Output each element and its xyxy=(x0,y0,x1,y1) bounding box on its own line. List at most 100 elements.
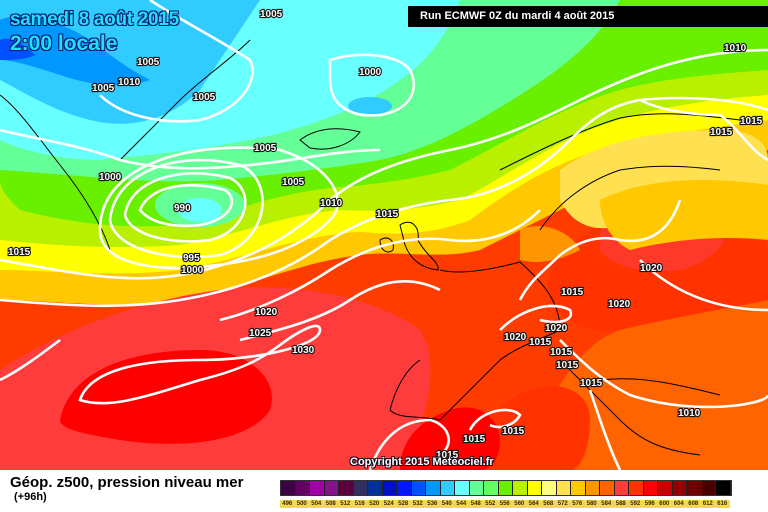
isobar-label: 1010 xyxy=(118,77,141,88)
legend-tick-label: 504 xyxy=(309,500,324,508)
legend-tick-label: 552 xyxy=(483,500,498,508)
legend-swatch xyxy=(542,481,557,495)
legend-swatch xyxy=(397,481,412,495)
legend-tick-label: 596 xyxy=(642,500,657,508)
legend-swatch xyxy=(382,481,397,495)
legend-swatch xyxy=(324,481,339,495)
isobar-label: 990 xyxy=(174,203,191,214)
copyright-label: Copyright 2015 Meteociel.fr xyxy=(350,456,494,468)
isobar-label: 1010 xyxy=(320,198,343,209)
isobar-label: 1000 xyxy=(359,67,382,78)
legend-tick-label: 604 xyxy=(671,500,686,508)
legend-swatch xyxy=(716,481,731,495)
legend-tick-label: 608 xyxy=(686,500,701,508)
coastlines xyxy=(0,39,741,456)
legend-tick-label: 520 xyxy=(367,500,382,508)
legend-swatch xyxy=(556,481,571,495)
legend-tick-label: 580 xyxy=(584,500,599,508)
field-label: Géop. z500, pression niveau mer xyxy=(10,474,244,491)
legend-swatch xyxy=(571,481,586,495)
legend-tick-label: 540 xyxy=(439,500,454,508)
legend-tick-label: 588 xyxy=(613,500,628,508)
isobar-label: 1000 xyxy=(181,265,204,276)
legend-swatch xyxy=(339,481,354,495)
legend-tick-label: 612 xyxy=(700,500,715,508)
isobar-label: 1005 xyxy=(193,92,216,103)
isobar-label: 1010 xyxy=(724,43,747,54)
legend-swatch xyxy=(658,481,673,495)
legend-swatch xyxy=(440,481,455,495)
legend-tick-label: 496 xyxy=(280,500,295,508)
legend-tick-label: 532 xyxy=(410,500,425,508)
legend-tick-label: 512 xyxy=(338,500,353,508)
legend-tick-label: 572 xyxy=(555,500,570,508)
legend-swatch xyxy=(310,481,325,495)
legend-tick-label: 516 xyxy=(352,500,367,508)
legend-swatch xyxy=(701,481,716,495)
legend-tick-label: 548 xyxy=(468,500,483,508)
legend-swatch xyxy=(295,481,310,495)
legend-swatch xyxy=(281,481,296,495)
isobar-label: 1015 xyxy=(463,434,486,445)
isobar-label: 1020 xyxy=(608,299,631,310)
isobar-label: 1015 xyxy=(740,116,763,127)
isobar-label: 1015 xyxy=(376,209,399,220)
legend-swatch xyxy=(687,481,702,495)
isobar-label: 1015 xyxy=(8,247,31,258)
legend-tick-label: 528 xyxy=(396,500,411,508)
legend-tick-label: 592 xyxy=(628,500,643,508)
legend-tick-label: 568 xyxy=(541,500,556,508)
legend-tick-label: 616 xyxy=(715,500,730,508)
legend-swatch xyxy=(368,481,383,495)
valid-time-label: 2:00 locale xyxy=(10,32,118,55)
legend-swatch xyxy=(498,481,513,495)
legend-swatch xyxy=(629,481,644,495)
legend-tick-label: 524 xyxy=(381,500,396,508)
legend-swatch xyxy=(484,481,499,495)
legend-tick-label: 508 xyxy=(323,500,338,508)
legend-swatch xyxy=(411,481,426,495)
isobar-label: 1015 xyxy=(529,337,552,348)
isobar-label: 1025 xyxy=(249,328,272,339)
legend-tick-label: 544 xyxy=(454,500,469,508)
lead-time-label: (+96h) xyxy=(14,491,47,503)
isobar-label: 1020 xyxy=(545,323,568,334)
legend-tick-label: 500 xyxy=(294,500,309,508)
isobar-label: 1015 xyxy=(550,347,573,358)
legend-swatch xyxy=(426,481,441,495)
legend-swatch xyxy=(600,481,615,495)
isobar-label: 1015 xyxy=(561,287,584,298)
isobar-label: 1005 xyxy=(254,143,277,154)
legend-swatch xyxy=(513,481,528,495)
color-scale-ticks: 496 500 504 508 512 516 520 524 528 532 536 540 544 5… xyxy=(280,500,730,508)
isobar-label: 1015 xyxy=(710,127,733,138)
isobar-label: 1015 xyxy=(556,360,579,371)
legend-swatch xyxy=(527,481,542,495)
legend-tick-label: 556 xyxy=(497,500,512,508)
valid-date-label: samedi 8 août 2015 xyxy=(10,9,179,30)
isobar-label: 1030 xyxy=(292,345,315,356)
isobar-label: 1020 xyxy=(640,263,663,274)
isobar-label: 1020 xyxy=(504,332,527,343)
legend-swatch xyxy=(672,481,687,495)
isobar-label: 1015 xyxy=(580,378,603,389)
isobar-label: 1020 xyxy=(255,307,278,318)
legend-swatch xyxy=(614,481,629,495)
isobar-label: 995 xyxy=(183,253,200,264)
isobar-label: 1005 xyxy=(92,83,115,94)
legend-tick-label: 584 xyxy=(599,500,614,508)
legend-tick-label: 576 xyxy=(570,500,585,508)
isobar-label: 1005 xyxy=(282,177,305,188)
isobar-label: 1005 xyxy=(137,57,160,68)
isobar-label: 1010 xyxy=(678,408,701,419)
isobar-label: 1000 xyxy=(99,172,122,183)
isobar-label: 1015 xyxy=(502,426,525,437)
run-info-banner: Run ECMWF 0Z du mardi 4 août 2015 xyxy=(408,6,768,27)
isobar-label: 1015 xyxy=(436,450,459,461)
legend-swatch xyxy=(455,481,470,495)
legend-swatch xyxy=(585,481,600,495)
isobars xyxy=(0,0,768,470)
legend-tick-label: 536 xyxy=(425,500,440,508)
